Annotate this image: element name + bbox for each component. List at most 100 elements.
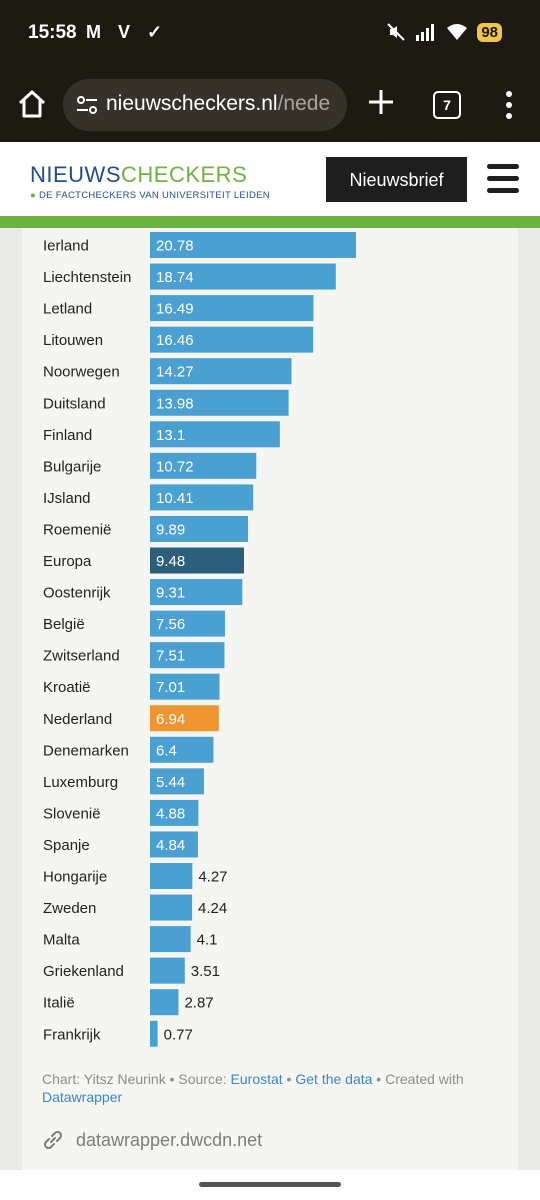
credit-prefix: Chart: Yitsz Neurink • Source: xyxy=(42,1071,231,1087)
category-label: Nederland xyxy=(43,711,112,728)
value-label: 13.98 xyxy=(156,395,194,412)
category-label: Malta xyxy=(43,932,80,949)
bar-chart: Ierland 20.78 Liechtenstein 18.74 Letland 16.… xyxy=(43,232,356,1047)
new-tab-icon[interactable] xyxy=(364,85,398,119)
site-logo[interactable]: NIEUWSCHECKERS ● DE FACTCHECKERS VAN UNI… xyxy=(30,162,270,201)
bar xyxy=(150,705,219,732)
bar xyxy=(150,579,243,606)
category-label: Slovenië xyxy=(43,805,101,822)
value-label: 18.74 xyxy=(156,269,194,286)
value-label: 4.1 xyxy=(197,932,218,949)
tagline-text: DE FACTCHECKERS VAN UNIVERSITEIT LEIDEN xyxy=(39,190,270,201)
bar xyxy=(150,831,198,858)
credit-separator: • xyxy=(282,1071,296,1087)
bar xyxy=(150,547,244,574)
category-label: Ierland xyxy=(43,238,89,255)
url-text: nieuwscheckers.nl/nede xyxy=(106,92,330,116)
category-label: Hongarije xyxy=(43,869,107,886)
category-label: België xyxy=(43,616,85,633)
value-label: 6.4 xyxy=(156,742,177,759)
url-bar[interactable]: nieuwscheckers.nl/nede xyxy=(63,79,347,131)
bar xyxy=(150,515,249,542)
value-label: 10.41 xyxy=(156,490,194,507)
value-label: 9.31 xyxy=(156,585,185,602)
embed-domain: datawrapper.dwcdn.net xyxy=(76,1129,263,1150)
category-label: Spanje xyxy=(43,837,90,854)
bar xyxy=(150,484,254,511)
bar xyxy=(150,295,314,322)
category-label: Litouwen xyxy=(43,332,103,349)
chart-credits: Chart: Yitsz Neurink • Source: Eurostat … xyxy=(42,1071,492,1106)
value-label: 14.27 xyxy=(156,364,194,381)
value-label: 6.94 xyxy=(156,711,185,728)
bar xyxy=(150,389,289,416)
value-label: 13.1 xyxy=(156,427,185,444)
bar xyxy=(150,610,225,637)
logo-part-2: CHECKERS xyxy=(121,162,248,187)
value-label: 9.48 xyxy=(156,553,185,570)
logo-tagline: ● DE FACTCHECKERS VAN UNIVERSITEIT LEIDE… xyxy=(30,190,270,201)
bar xyxy=(150,989,179,1016)
category-label: Noorwegen xyxy=(43,364,120,381)
status-time: 15:58 xyxy=(28,22,77,43)
category-label: Italië xyxy=(43,995,75,1012)
newsletter-button[interactable]: Nieuwsbrief xyxy=(326,157,467,202)
bar xyxy=(150,926,191,953)
bar xyxy=(150,1020,158,1047)
source-link[interactable]: Eurostat xyxy=(230,1071,283,1087)
battery-indicator: 98 xyxy=(477,22,502,42)
category-label: Griekenland xyxy=(43,963,124,980)
category-label: Zweden xyxy=(43,900,96,917)
site-header: NIEUWSCHECKERS ● DE FACTCHECKERS VAN UNI… xyxy=(0,142,540,216)
bar xyxy=(150,863,193,889)
value-label: 7.56 xyxy=(156,616,185,633)
bar xyxy=(150,232,356,258)
datawrapper-link[interactable]: Datawrapper xyxy=(42,1088,123,1105)
category-label: Bulgarije xyxy=(43,458,101,475)
link-icon xyxy=(43,1130,63,1150)
category-label: Duitsland xyxy=(43,395,106,412)
browser-toolbar: nieuwscheckers.nl/nede 7 xyxy=(0,68,540,142)
category-label: Zwitserland xyxy=(43,648,120,665)
category-label: Letland xyxy=(43,301,92,318)
category-label: Finland xyxy=(43,427,92,444)
signal-icon xyxy=(416,24,435,41)
wifi-icon xyxy=(447,24,468,40)
value-label: 7.51 xyxy=(156,648,185,665)
value-label: 9.89 xyxy=(156,521,185,538)
value-label: 5.44 xyxy=(156,774,185,791)
header-accent-line xyxy=(0,216,540,228)
url-path: /nede xyxy=(277,92,331,115)
category-label: Roemenië xyxy=(43,521,111,538)
notification-icons: M V ✓ xyxy=(86,22,169,42)
bar xyxy=(150,799,199,826)
hamburger-menu-icon[interactable] xyxy=(487,164,519,194)
logo-part-1: NIEUWS xyxy=(30,162,121,187)
embed-link[interactable]: datawrapper.dwcdn.net xyxy=(42,1129,262,1151)
value-label: 2.87 xyxy=(184,995,213,1012)
bar xyxy=(150,263,336,290)
category-label: IJsland xyxy=(43,490,91,507)
bar xyxy=(150,452,257,479)
home-icon[interactable] xyxy=(14,86,50,122)
get-data-link[interactable]: Get the data xyxy=(295,1071,373,1087)
gesture-handle[interactable] xyxy=(199,1182,341,1187)
value-label: 16.46 xyxy=(156,332,194,349)
value-label: 0.77 xyxy=(164,1026,193,1043)
value-label: 4.24 xyxy=(198,900,227,917)
category-label: Europa xyxy=(43,553,92,570)
category-label: Kroatië xyxy=(43,679,91,696)
url-domain: nieuwscheckers.nl xyxy=(106,92,278,115)
value-label: 4.27 xyxy=(198,869,227,886)
tab-switcher-button[interactable]: 7 xyxy=(433,91,461,119)
logo-wordmark: NIEUWSCHECKERS xyxy=(30,162,270,188)
bar xyxy=(150,421,280,448)
overflow-menu-icon[interactable] xyxy=(505,90,513,120)
site-settings-icon[interactable] xyxy=(75,93,99,117)
bar xyxy=(150,673,220,700)
category-label: Oostenrijk xyxy=(43,585,111,602)
value-label: 4.84 xyxy=(156,837,185,854)
bar xyxy=(150,894,193,921)
bar xyxy=(150,326,314,353)
category-label: Liechtenstein xyxy=(43,269,131,286)
